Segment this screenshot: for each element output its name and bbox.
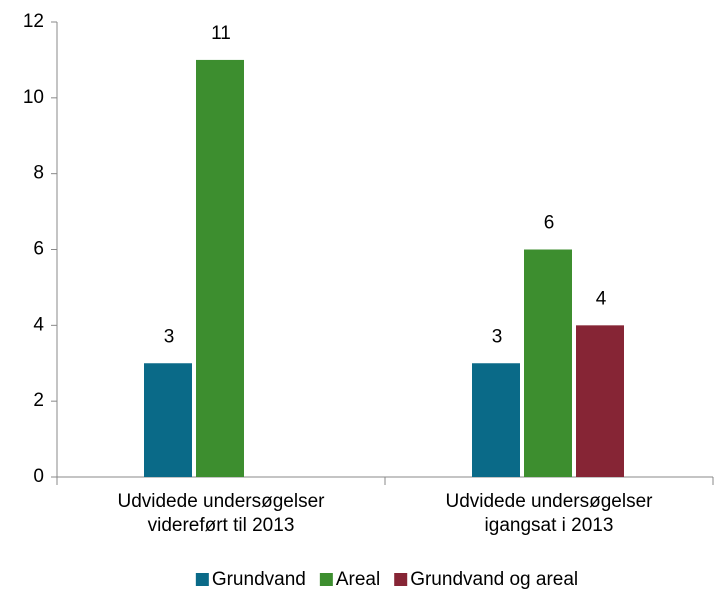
data-label: 11 — [211, 23, 231, 44]
y-tick-label: 12 — [23, 11, 44, 32]
legend-item: Grundvand og areal — [394, 569, 578, 590]
legend-item: Grundvand — [195, 569, 306, 590]
y-tick-label: 0 — [33, 466, 44, 487]
legend-label: Grundvand og areal — [410, 569, 578, 590]
y-tick-label: 4 — [33, 314, 44, 335]
x-tick-label: Udvidede undersøgelser igangsat i 2013 — [445, 491, 653, 536]
bar — [576, 325, 624, 477]
bar — [524, 249, 572, 477]
bar — [472, 363, 520, 477]
y-tick-label: 2 — [33, 390, 44, 411]
data-label: 4 — [596, 288, 607, 309]
legend-label: Grundvand — [212, 569, 306, 590]
bar — [144, 363, 192, 477]
data-label: 3 — [164, 326, 175, 347]
legend-label: Areal — [336, 569, 380, 590]
bar — [196, 59, 244, 478]
data-label: 6 — [544, 213, 555, 234]
legend-swatch — [195, 573, 209, 586]
legend-swatch — [394, 573, 408, 586]
data-label: 3 — [492, 326, 503, 347]
y-tick-label: 6 — [33, 239, 44, 260]
legend-item: Areal — [319, 569, 380, 590]
y-tick-label: 8 — [33, 163, 44, 184]
y-tick-label: 10 — [23, 87, 44, 108]
legend-swatch — [319, 573, 333, 586]
x-tick-label: Udvidede undersøgelser videreført til 20… — [117, 491, 325, 536]
